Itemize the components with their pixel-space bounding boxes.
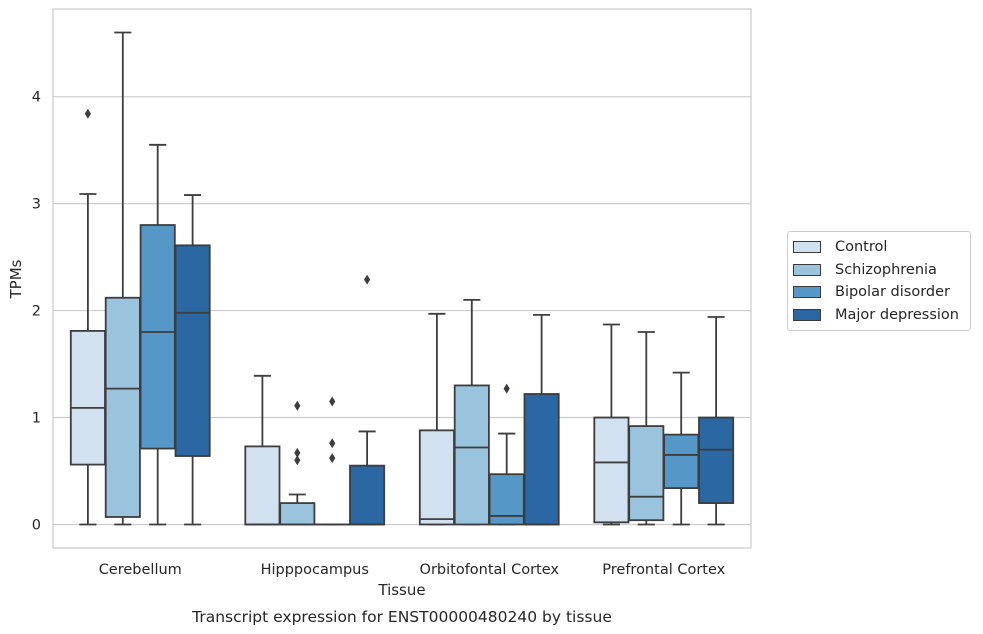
outlier-point bbox=[294, 455, 301, 466]
box-iqr bbox=[698, 416, 735, 504]
y-tick-label: 3 bbox=[32, 197, 41, 213]
box-iqr bbox=[139, 224, 176, 450]
box-iqr bbox=[349, 464, 386, 526]
box-iqr bbox=[418, 429, 455, 526]
outlier-point bbox=[294, 400, 301, 411]
legend-swatch bbox=[793, 286, 821, 299]
legend-label: Control bbox=[835, 239, 888, 256]
box-iqr bbox=[174, 244, 211, 457]
box-plot-marks bbox=[69, 31, 735, 526]
box-iqr bbox=[69, 330, 106, 466]
legend-swatch bbox=[793, 263, 821, 276]
box-iqr bbox=[663, 433, 700, 490]
legend-item-bipolar-disorder: Bipolar disorder bbox=[793, 281, 962, 304]
box-iqr bbox=[593, 416, 630, 524]
legend: Control Schizophrenia Bipolar disorder M… bbox=[787, 231, 971, 331]
outlier-point bbox=[84, 108, 91, 119]
legend-label: Schizophrenia bbox=[835, 261, 937, 278]
box-iqr bbox=[523, 393, 560, 526]
legend-item-schizophrenia: Schizophrenia bbox=[793, 259, 962, 282]
y-axis-label: TPMs bbox=[7, 259, 25, 299]
chart-title: Transcript expression for ENST0000048024… bbox=[191, 608, 612, 626]
box-iqr bbox=[453, 384, 490, 526]
legend-item-control: Control bbox=[793, 236, 962, 259]
x-tick-label: Orbitofontal Cortex bbox=[420, 562, 560, 578]
outlier-point bbox=[329, 438, 336, 449]
outlier-point bbox=[329, 453, 336, 464]
y-axis-ticks: 0 1 2 3 4 bbox=[32, 90, 41, 534]
box-iqr bbox=[244, 445, 281, 526]
legend-label: Major depression bbox=[835, 306, 959, 323]
y-tick-label: 2 bbox=[32, 304, 41, 320]
box-iqr bbox=[628, 425, 665, 522]
outlier-point bbox=[503, 383, 510, 394]
plot-frame bbox=[52, 8, 752, 549]
x-tick-label: Prefrontal Cortex bbox=[602, 562, 725, 578]
x-tick-label: Hipppocampus bbox=[261, 562, 369, 578]
legend-label: Bipolar disorder bbox=[835, 284, 950, 301]
legend-swatch bbox=[793, 241, 821, 254]
x-tick-label: Cerebellum bbox=[99, 562, 182, 578]
y-tick-label: 4 bbox=[32, 90, 41, 106]
legend-swatch bbox=[793, 308, 821, 321]
y-tick-label: 1 bbox=[32, 411, 41, 427]
outlier-point bbox=[364, 274, 371, 285]
box-iqr bbox=[279, 502, 316, 526]
outlier-point bbox=[294, 447, 301, 458]
box-iqr bbox=[488, 473, 525, 526]
box-iqr bbox=[104, 296, 141, 518]
x-axis-label: Tissue bbox=[377, 581, 425, 599]
outlier-point bbox=[329, 396, 336, 407]
x-axis-ticks: Cerebellum Hipppocampus Orbitofontal Corte… bbox=[99, 562, 726, 578]
y-tick-label: 0 bbox=[32, 517, 41, 533]
legend-item-major-depression: Major depression bbox=[793, 304, 962, 327]
